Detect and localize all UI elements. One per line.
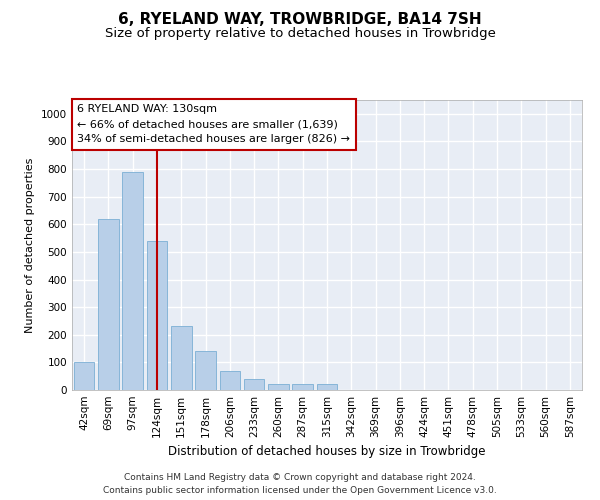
Bar <box>74 362 94 390</box>
Bar <box>195 352 216 390</box>
Bar <box>146 241 167 390</box>
X-axis label: Distribution of detached houses by size in Trowbridge: Distribution of detached houses by size … <box>168 446 486 458</box>
Bar <box>268 384 289 390</box>
Bar <box>244 379 265 390</box>
Bar <box>317 384 337 390</box>
Bar <box>292 384 313 390</box>
Text: 6 RYELAND WAY: 130sqm
← 66% of detached houses are smaller (1,639)
34% of semi-d: 6 RYELAND WAY: 130sqm ← 66% of detached … <box>77 104 350 144</box>
Bar <box>220 370 240 390</box>
Bar <box>122 172 143 390</box>
Bar <box>171 326 191 390</box>
Bar <box>98 219 119 390</box>
Y-axis label: Number of detached properties: Number of detached properties <box>25 158 35 332</box>
Text: Size of property relative to detached houses in Trowbridge: Size of property relative to detached ho… <box>104 28 496 40</box>
Text: 6, RYELAND WAY, TROWBRIDGE, BA14 7SH: 6, RYELAND WAY, TROWBRIDGE, BA14 7SH <box>118 12 482 28</box>
Text: Contains HM Land Registry data © Crown copyright and database right 2024.
Contai: Contains HM Land Registry data © Crown c… <box>103 474 497 495</box>
